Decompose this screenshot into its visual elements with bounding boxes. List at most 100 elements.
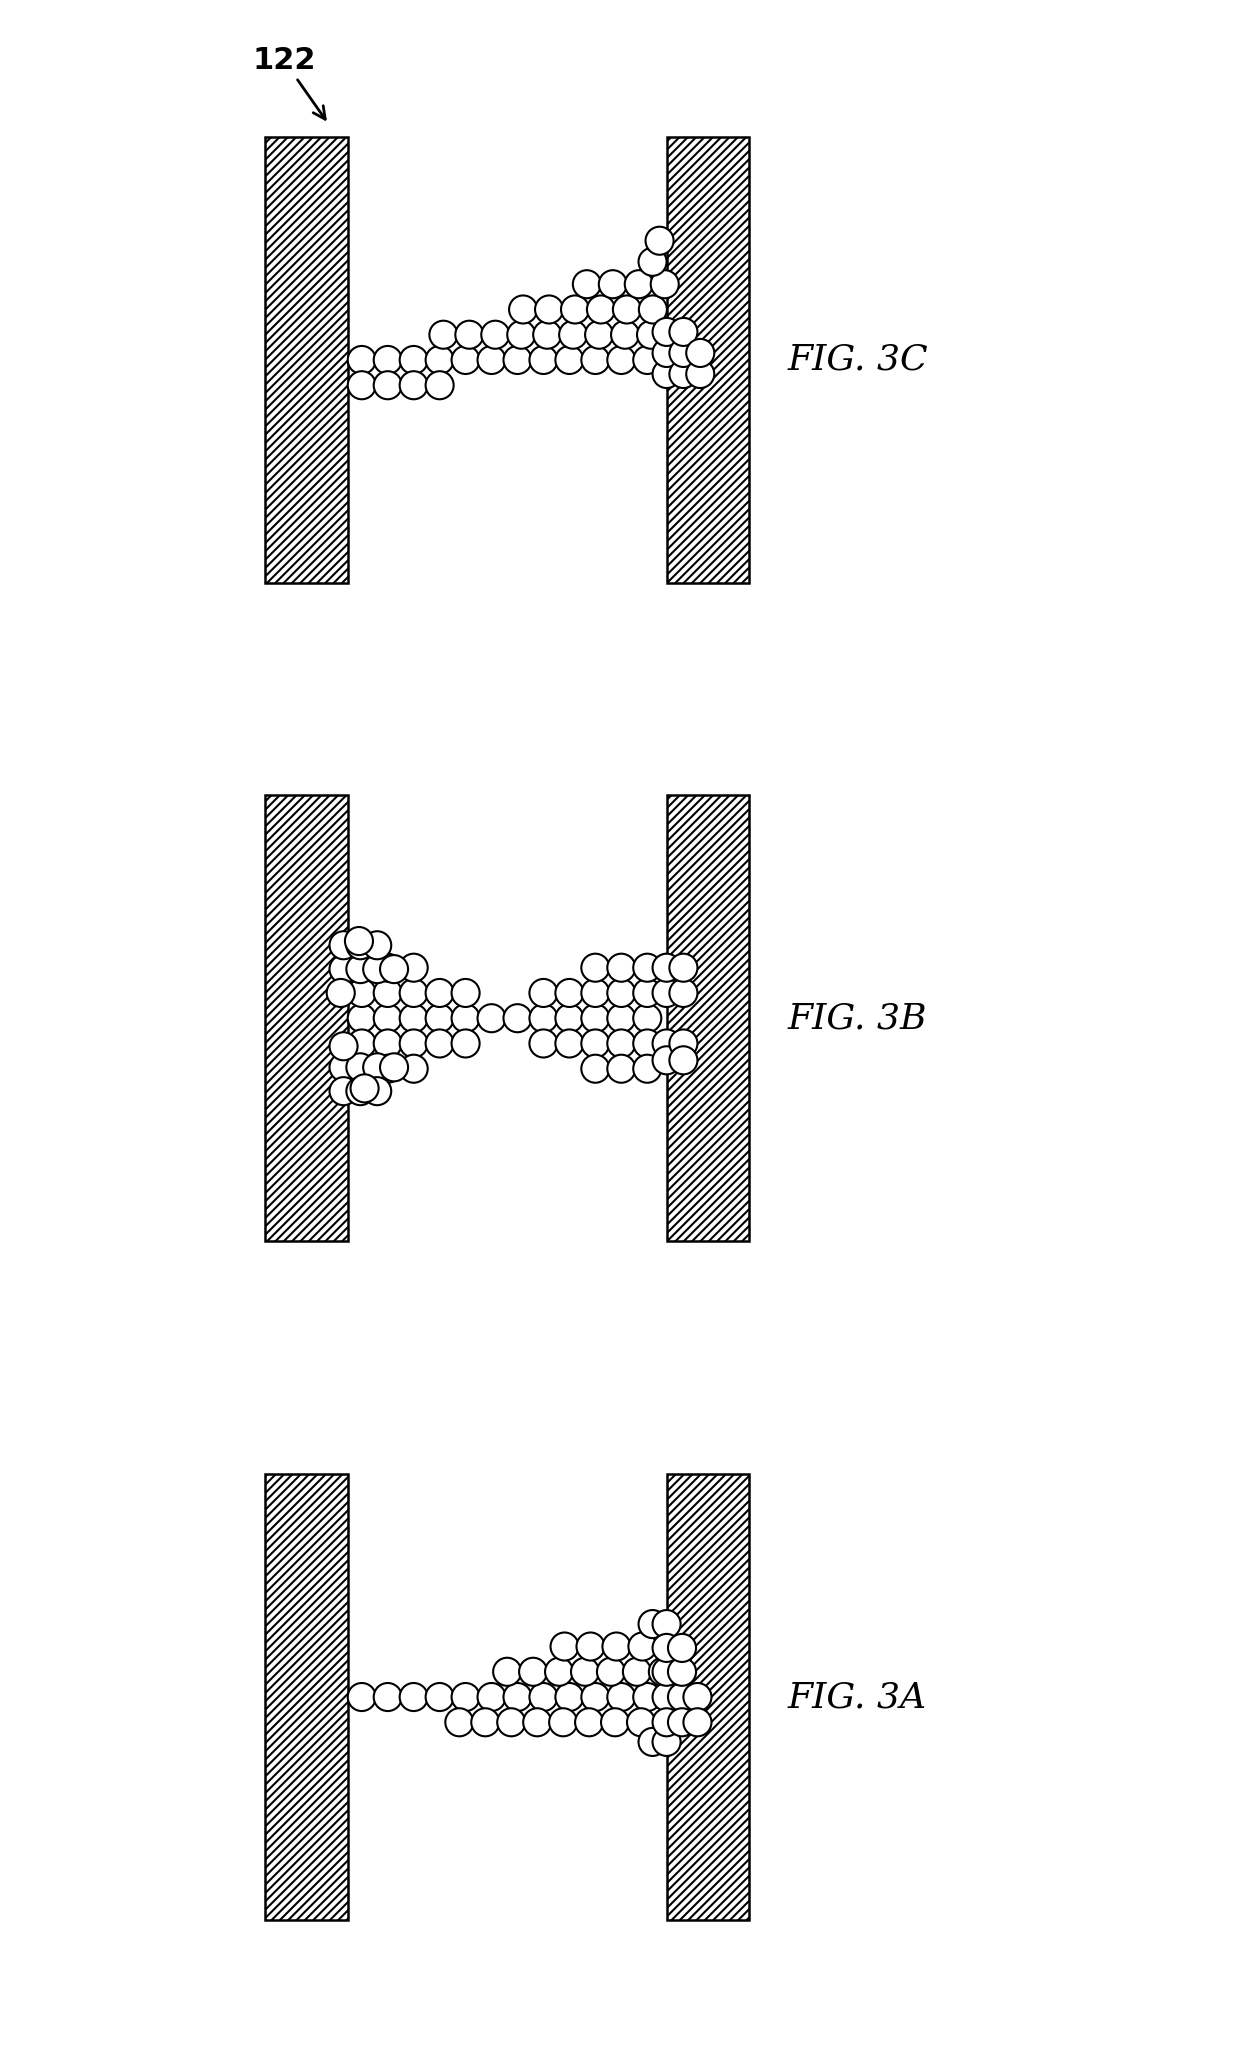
Circle shape [373,370,402,399]
Circle shape [520,1658,547,1687]
Circle shape [608,1028,635,1057]
Circle shape [347,1683,376,1711]
Circle shape [347,979,376,1008]
Circle shape [670,979,697,1008]
Circle shape [608,1683,635,1711]
Circle shape [649,1658,677,1687]
Circle shape [582,346,609,374]
Circle shape [425,1683,454,1711]
Circle shape [379,954,408,983]
Circle shape [330,954,357,983]
Circle shape [582,1028,609,1057]
Circle shape [425,370,454,399]
Circle shape [477,1683,506,1711]
Circle shape [596,1658,625,1687]
Circle shape [556,1683,584,1711]
Circle shape [451,1683,480,1711]
Circle shape [373,1055,402,1082]
Circle shape [573,269,601,298]
Circle shape [455,321,484,350]
Circle shape [683,1707,712,1736]
Circle shape [646,226,673,255]
Circle shape [451,346,480,374]
Circle shape [345,928,373,954]
Circle shape [373,346,402,374]
Circle shape [471,1707,500,1736]
Circle shape [399,370,428,399]
Circle shape [634,1055,661,1082]
Circle shape [556,1004,584,1033]
Circle shape [529,1028,558,1057]
Circle shape [425,346,454,374]
Circle shape [399,1004,428,1033]
Circle shape [637,321,665,350]
Circle shape [652,954,681,981]
Bar [265,138,347,584]
Circle shape [399,1055,428,1082]
Circle shape [330,932,357,959]
Circle shape [652,1728,681,1757]
Circle shape [668,1633,696,1662]
Circle shape [326,979,355,1008]
Circle shape [373,954,402,981]
Circle shape [379,1053,408,1082]
Circle shape [634,346,661,374]
Circle shape [399,954,428,981]
Text: FIG. 3C: FIG. 3C [787,344,929,376]
Circle shape [351,1074,378,1103]
Circle shape [686,360,714,389]
Circle shape [634,954,661,981]
Circle shape [533,321,562,350]
Circle shape [670,339,697,366]
Circle shape [582,979,609,1008]
Circle shape [652,1047,681,1074]
Bar [265,796,347,1242]
Circle shape [652,1683,681,1711]
Circle shape [510,296,537,323]
Circle shape [363,1053,392,1082]
Circle shape [551,1633,579,1660]
Circle shape [582,1004,609,1033]
Circle shape [559,321,588,350]
Circle shape [608,954,635,981]
Circle shape [347,1028,376,1057]
Circle shape [652,319,681,346]
Circle shape [399,346,428,374]
Circle shape [627,1707,655,1736]
Circle shape [652,339,681,366]
Circle shape [652,1611,681,1637]
Bar [667,796,749,1242]
Circle shape [670,954,697,981]
Circle shape [585,321,613,350]
Circle shape [639,296,667,323]
Circle shape [608,346,635,374]
Circle shape [575,1707,603,1736]
Circle shape [668,1707,696,1736]
Circle shape [330,1053,357,1082]
Circle shape [651,269,678,298]
Circle shape [556,346,584,374]
Circle shape [639,1728,667,1757]
Circle shape [346,1053,374,1082]
Circle shape [330,1033,357,1059]
Circle shape [347,1055,376,1082]
Circle shape [634,1683,661,1711]
Circle shape [652,1633,681,1662]
Circle shape [481,321,510,350]
Circle shape [451,979,480,1008]
Circle shape [373,979,402,1008]
Circle shape [347,346,376,374]
Circle shape [503,1004,532,1033]
Circle shape [582,954,609,981]
Circle shape [445,1707,474,1736]
Circle shape [582,1055,609,1082]
Circle shape [363,954,392,983]
Circle shape [477,346,506,374]
Circle shape [556,979,584,1008]
Circle shape [346,932,374,959]
Circle shape [570,1658,599,1687]
Circle shape [603,1633,630,1660]
Circle shape [503,346,532,374]
Circle shape [668,1658,696,1687]
Circle shape [613,296,641,323]
